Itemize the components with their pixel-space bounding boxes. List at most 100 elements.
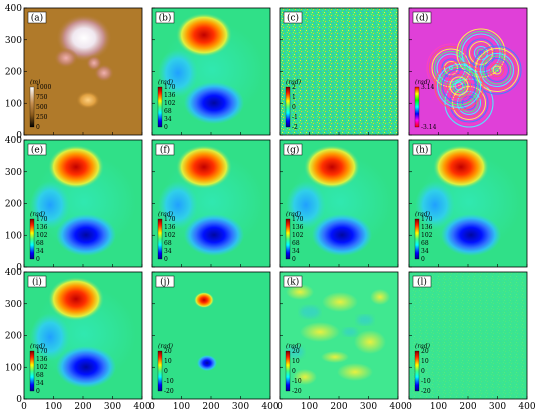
panel-image (409, 8, 527, 135)
colorbar-tick-label: 170 (164, 84, 176, 91)
panel-label: (d) (416, 13, 429, 24)
colorbar-tick-label: 136 (36, 224, 48, 231)
colorbar-tick-label: 34 (36, 248, 44, 255)
colorbar-tick-label: 20 (164, 348, 172, 355)
colorbar-tick-label: 2 (292, 84, 296, 91)
colorbar-tick-label: 136 (421, 224, 433, 231)
colorbar-unit: (rad) (158, 79, 174, 86)
panel-image (152, 8, 270, 135)
x-tick-label: 200 (330, 402, 347, 412)
label-box (283, 143, 303, 156)
colorbar (157, 350, 163, 392)
colorbar-tick-label: 68 (292, 240, 300, 247)
colorbar (414, 218, 420, 260)
colorbar-unit: (rad) (286, 211, 302, 218)
label-box (412, 143, 432, 156)
x-tick-label: 100 (301, 402, 318, 412)
colorbar-tick-label: 3.14 (421, 84, 435, 91)
x-tick-label: 200 (202, 402, 219, 412)
colorbar-tick-label: 250 (36, 114, 48, 121)
colorbar-unit: (rad) (158, 211, 174, 218)
y-tick-label: 300 (5, 168, 22, 178)
panel-label: (f) (160, 145, 170, 156)
colorbar-tick-label: 0 (292, 256, 296, 263)
colorbar (29, 86, 35, 128)
panel-label: (c) (287, 13, 299, 24)
colorbar-unit: (rad) (286, 79, 302, 86)
panels-layer: (a)(m)100075050025000100200300400(b)(rad… (5, 4, 536, 412)
panel-image (24, 140, 142, 267)
x-tick-label: 300 (360, 402, 377, 412)
y-tick-label: 100 (5, 363, 22, 373)
colorbar-tick-label: 102 (36, 232, 48, 239)
colorbar-unit: (rad) (286, 343, 302, 350)
colorbar-unit: (rad) (30, 211, 46, 218)
colorbar-tick-label: 0 (36, 124, 40, 131)
colorbar-tick-label: 1000 (36, 84, 51, 91)
panel-image (280, 140, 398, 267)
colorbar-tick-label: 170 (164, 216, 176, 223)
colorbar-tick-label: -2 (292, 124, 298, 131)
panel-label: (b) (159, 13, 172, 24)
colorbar-unit: (m) (30, 79, 41, 86)
panel-image (24, 272, 142, 399)
y-tick-label: 400 (5, 268, 22, 278)
panel-label: (j) (160, 277, 170, 288)
label-box (27, 11, 47, 24)
colorbar (157, 86, 163, 128)
colorbar-tick-label: 0 (36, 388, 40, 395)
panel-image (24, 8, 142, 135)
x-tick-label: 300 (232, 402, 249, 412)
panel-image (280, 8, 398, 135)
y-tick-label: 0 (16, 263, 22, 273)
colorbar-tick-label: -20 (292, 388, 302, 395)
x-tick-label: 400 (133, 402, 150, 412)
colorbar-tick-label: -20 (421, 388, 431, 395)
label-box (283, 275, 303, 288)
colorbar-tick-label: 170 (36, 216, 48, 223)
colorbar-tick-label: 34 (164, 248, 172, 255)
x-tick-label: 0 (21, 402, 27, 412)
y-tick-label: 200 (5, 68, 22, 78)
colorbar (285, 86, 291, 128)
colorbar (414, 350, 420, 392)
colorbar-tick-label: 20 (421, 348, 429, 355)
colorbar-tick-label: -10 (164, 378, 174, 385)
y-tick-label: 300 (5, 36, 22, 46)
colorbar-tick-label: 10 (164, 358, 172, 365)
x-tick-label: 400 (389, 402, 406, 412)
panel-label: (e) (31, 145, 43, 156)
colorbar-tick-label: -20 (164, 388, 174, 395)
colorbar-tick-label: 136 (292, 224, 304, 231)
colorbar-tick-label: 20 (292, 348, 300, 355)
label-box (412, 11, 432, 24)
label-box (155, 275, 175, 288)
y-tick-label: 100 (5, 99, 22, 109)
colorbar-tick-label: 0 (292, 368, 296, 375)
colorbar-tick-label: 68 (36, 240, 44, 247)
colorbar-tick-label: 750 (36, 94, 48, 101)
x-tick-label: 400 (518, 402, 535, 412)
panel-label: (h) (416, 145, 429, 156)
colorbar-tick-label: 68 (36, 372, 44, 379)
label-box (27, 143, 47, 156)
colorbar-tick-label: -1 (292, 114, 298, 121)
colorbar-tick-label: 170 (36, 348, 48, 355)
label-box (412, 275, 432, 288)
colorbar-tick-label: -3.14 (421, 124, 437, 131)
colorbar-tick-label: 0 (164, 256, 168, 263)
colorbar-tick-label: 1 (292, 94, 296, 101)
colorbar-unit: (rad) (158, 343, 174, 350)
colorbar-tick-label: 136 (164, 224, 176, 231)
colorbar (285, 218, 291, 260)
colorbar-tick-label: 102 (292, 232, 304, 239)
colorbar-tick-label: 34 (292, 248, 300, 255)
x-tick-label: 0 (406, 402, 412, 412)
y-tick-label: 400 (5, 136, 22, 146)
x-tick-label: 300 (104, 402, 121, 412)
label-box (27, 275, 47, 288)
